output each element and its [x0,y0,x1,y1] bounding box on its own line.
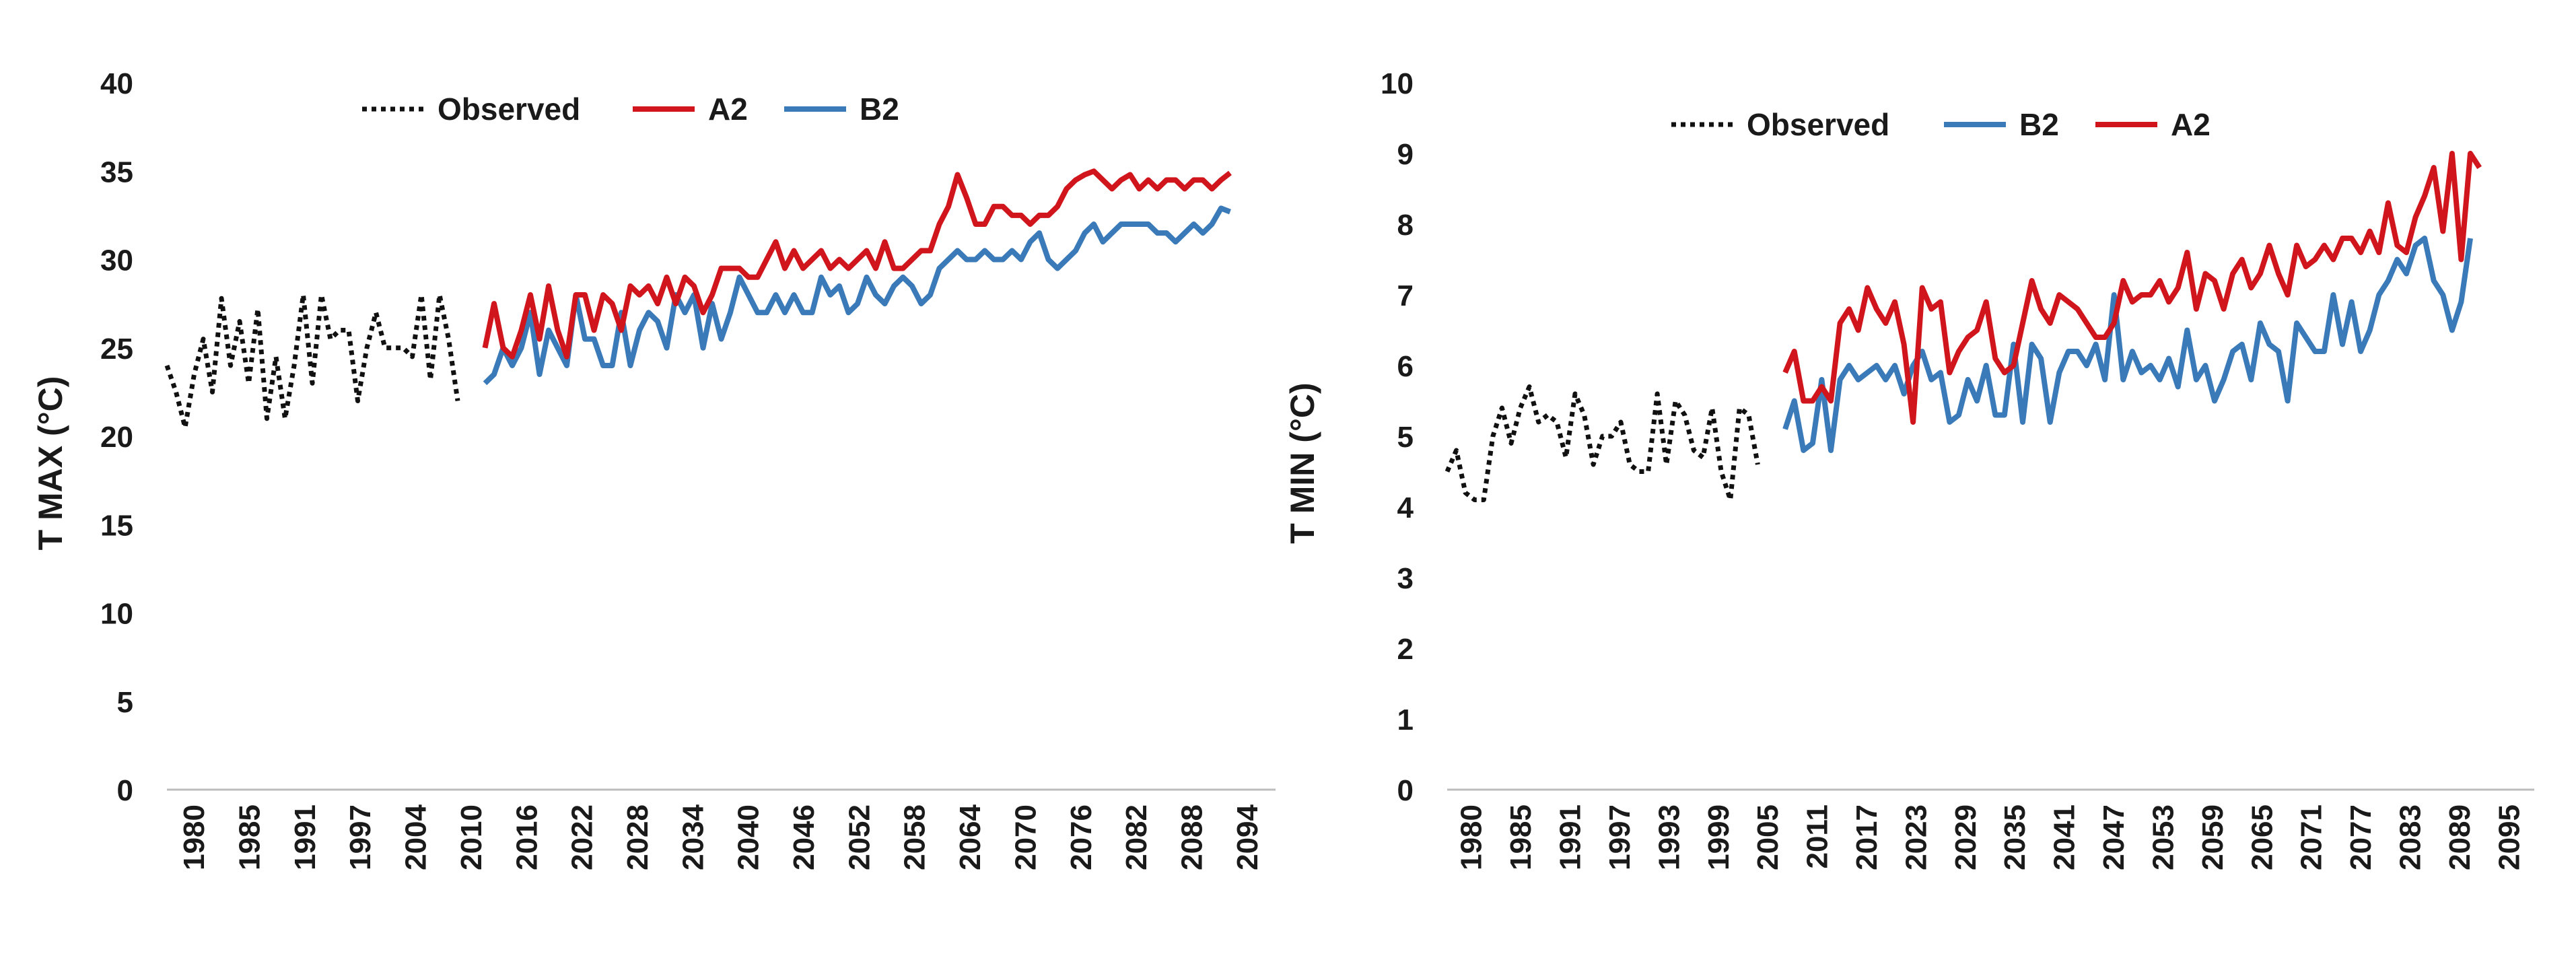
series-line-observed [1444,384,1760,502]
legend-label-observed: Observed [438,92,580,127]
x-tick-label: 1991 [1554,804,1587,870]
tmax-series-lines [164,168,1232,430]
tmax-chart: 0 5 10 15 20 25 30 35 40 1980 1985 1991 1997 2004 201… [32,67,1276,870]
y-tick-label: 0 [1397,774,1414,807]
y-tick-label: 9 [1397,138,1414,171]
x-tick-label: 2023 [1900,804,1933,870]
x-tick-label: 2016 [510,804,543,870]
x-tick-label: 1980 [1455,804,1488,870]
x-tick-label: 1993 [1652,804,1685,870]
x-tick-label: 2005 [1751,804,1784,870]
tmin-series-lines [1444,151,2482,502]
tmin-y-ticks: 0 1 2 3 4 5 6 7 8 9 10 [1381,67,1414,807]
tmin-chart: 0 1 2 3 4 5 6 7 8 9 10 1980 1985 1991 1997 1993 1999 200… [1284,67,2534,870]
y-tick-label: 7 [1397,279,1414,312]
x-tick-label: 2076 [1065,804,1098,870]
x-tick-label: 2095 [2493,804,2526,870]
x-tick-label: 1985 [1504,804,1537,870]
y-tick-label: 15 [100,509,133,542]
y-tick-label: 10 [100,598,133,631]
y-tick-label: 20 [100,421,133,454]
x-tick-label: 2071 [2295,804,2328,870]
x-tick-label: 1985 [234,804,267,870]
x-tick-label: 2029 [1949,804,1982,870]
x-tick-label: 2017 [1850,804,1883,870]
y-tick-label: 1 [1397,703,1414,736]
y-tick-label: 0 [117,774,133,807]
x-tick-label: 1980 [178,804,211,870]
series-line-a2 [482,168,1232,359]
x-tick-label: 2058 [899,804,932,870]
x-tick-label: 2010 [455,804,488,870]
tmin-x-ticks: 1980 1985 1991 1997 1993 1999 2005 2011 2017 2023… [1455,804,2526,870]
x-tick-label: 1991 [289,804,322,870]
x-tick-label: 2065 [2246,804,2278,870]
y-tick-label: 5 [117,686,133,719]
y-tick-label: 5 [1397,421,1414,454]
legend-label-a2: A2 [2171,107,2211,142]
y-tick-label: 40 [100,67,133,100]
tmax-x-ticks: 1980 1985 1991 1997 2004 2010 2016 2022 2028 2034… [178,804,1264,870]
x-tick-label: 2035 [1998,804,2031,870]
x-tick-label: 2088 [1175,804,1208,870]
legend-label-observed: Observed [1747,107,1889,142]
legend-label-a2: A2 [708,92,748,127]
series-line-observed [164,292,460,430]
x-tick-label: 2047 [2097,804,2130,870]
y-tick-label: 4 [1397,491,1414,524]
tmax-legend: Observed A2 B2 [362,92,899,127]
tmax-y-axis-label: T MAX (°C) [32,376,69,551]
tmin-legend: Observed B2 A2 [1671,107,2211,142]
x-tick-label: 1999 [1702,804,1735,870]
x-tick-label: 2082 [1120,804,1153,870]
x-tick-label: 2041 [2048,804,2081,870]
legend-label-b2: B2 [2019,107,2059,142]
legend-label-b2: B2 [860,92,899,127]
x-tick-label: 2064 [954,804,987,870]
y-tick-label: 8 [1397,209,1414,242]
x-tick-label: 2034 [676,804,709,870]
y-tick-label: 3 [1397,562,1414,595]
tmin-y-axis-label: T MIN (°C) [1284,382,1321,543]
y-tick-label: 6 [1397,350,1414,383]
x-tick-label: 2094 [1231,804,1264,870]
x-tick-label: 2053 [2147,804,2180,870]
x-tick-label: 2059 [2196,804,2229,870]
x-tick-label: 2077 [2344,804,2377,870]
series-line-b2 [483,205,1231,386]
y-tick-label: 35 [100,156,133,188]
x-tick-label: 2004 [400,804,433,870]
x-tick-label: 2028 [621,804,654,870]
x-tick-label: 2083 [2394,804,2427,870]
x-tick-label: 1997 [344,804,377,870]
x-tick-label: 1997 [1603,804,1636,870]
x-tick-label: 2052 [843,804,876,870]
series-line-b2 [1782,236,2473,453]
x-tick-label: 2070 [1009,804,1042,870]
x-tick-label: 2011 [1801,804,1834,868]
series-line-a2 [1782,151,2482,425]
y-tick-label: 30 [100,244,133,277]
x-tick-label: 2089 [2443,804,2476,870]
tmax-y-ticks: 0 5 10 15 20 25 30 35 40 [100,67,133,807]
x-tick-label: 2022 [566,804,599,870]
x-tick-label: 2046 [788,804,821,870]
y-tick-label: 2 [1397,633,1414,666]
x-tick-label: 2040 [732,804,765,870]
y-tick-label: 10 [1381,67,1414,100]
y-tick-label: 25 [100,333,133,366]
